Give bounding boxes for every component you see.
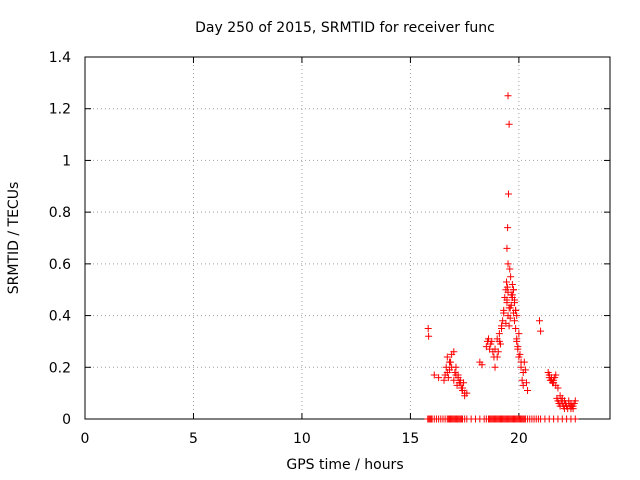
data-point — [524, 387, 532, 395]
data-point — [503, 278, 511, 286]
data-point — [512, 325, 520, 332]
data-point — [478, 361, 486, 369]
data-point — [504, 224, 512, 232]
data-point — [491, 363, 499, 371]
data-point — [507, 301, 515, 309]
data-point — [565, 399, 573, 407]
data-point — [513, 312, 521, 320]
data-point — [512, 306, 520, 314]
data-point — [448, 363, 456, 371]
x-tick-label: 15 — [401, 431, 419, 447]
data-point — [513, 335, 521, 343]
data-point — [517, 358, 525, 366]
data-point — [493, 335, 501, 343]
data-point — [450, 376, 458, 384]
data-point — [430, 371, 438, 379]
data-point — [444, 374, 452, 382]
data-point — [506, 314, 514, 322]
data-point — [511, 296, 519, 304]
data-point — [447, 358, 455, 366]
data-point — [440, 376, 448, 384]
data-point — [450, 348, 458, 356]
x-tick-label: 5 — [189, 431, 198, 447]
y-tick-label: 0 — [62, 412, 71, 428]
y-tick-label: 1.2 — [49, 102, 71, 118]
data-point — [503, 296, 511, 304]
data-point — [424, 325, 432, 332]
data-point — [503, 283, 511, 291]
data-point — [571, 415, 579, 423]
data-point — [502, 319, 510, 327]
x-tick-label: 0 — [81, 431, 90, 447]
y-tick-label: 0.2 — [49, 360, 71, 376]
data-point — [515, 353, 523, 361]
x-tick-labels: 0 5 10 15 20 — [81, 431, 528, 447]
data-point — [498, 322, 506, 330]
data-point — [504, 260, 512, 268]
data-point — [535, 317, 543, 325]
data-point — [550, 379, 558, 387]
data-point — [443, 353, 451, 361]
data-point — [504, 92, 512, 100]
data-point — [569, 402, 577, 410]
data-point — [514, 345, 522, 353]
y-axis-label: SRMTID / TECUs — [6, 182, 22, 295]
data-point — [494, 348, 502, 356]
data-point — [552, 371, 560, 379]
data-point — [508, 281, 516, 289]
data-point — [522, 379, 530, 387]
y-tick-labels: 0 0.2 0.4 0.6 0.8 1 1.2 1.4 — [49, 50, 71, 428]
data-point — [505, 120, 513, 128]
chart-title: Day 250 of 2015, SRMTID for receiver fun… — [195, 20, 495, 36]
plot-frame — [84, 56, 611, 420]
axis-ticks — [84, 56, 610, 420]
data-point — [554, 384, 562, 392]
data-point — [500, 309, 508, 317]
y-tick-label: 0.8 — [49, 205, 71, 221]
y-tick-label: 1 — [62, 153, 71, 169]
y-tick-label: 0.6 — [49, 257, 71, 273]
data-point — [503, 244, 511, 252]
data-point — [460, 379, 468, 387]
data-point — [537, 327, 545, 335]
data-point — [571, 397, 579, 405]
data-point — [435, 374, 443, 382]
data-point — [508, 291, 516, 299]
data-point — [504, 190, 512, 198]
data-point — [519, 368, 527, 376]
data-point — [496, 340, 504, 348]
data-point — [507, 273, 515, 281]
data-points — [424, 92, 579, 423]
x-tick-label: 10 — [293, 431, 311, 447]
data-point — [495, 330, 503, 338]
data-point — [506, 265, 514, 273]
data-point — [515, 330, 523, 338]
x-tick-label: 20 — [510, 431, 528, 447]
data-point — [511, 317, 519, 325]
data-point — [560, 397, 568, 405]
grid-lines — [85, 57, 610, 419]
x-axis-label: GPS time / hours — [286, 457, 403, 473]
data-point — [504, 288, 512, 296]
data-point — [509, 286, 517, 294]
data-point — [425, 332, 433, 340]
data-point — [518, 376, 526, 384]
y-tick-label: 0.4 — [49, 309, 71, 325]
data-point — [493, 353, 501, 361]
data-point — [488, 337, 496, 345]
data-point — [461, 389, 469, 397]
y-tick-label: 1.4 — [49, 50, 71, 66]
